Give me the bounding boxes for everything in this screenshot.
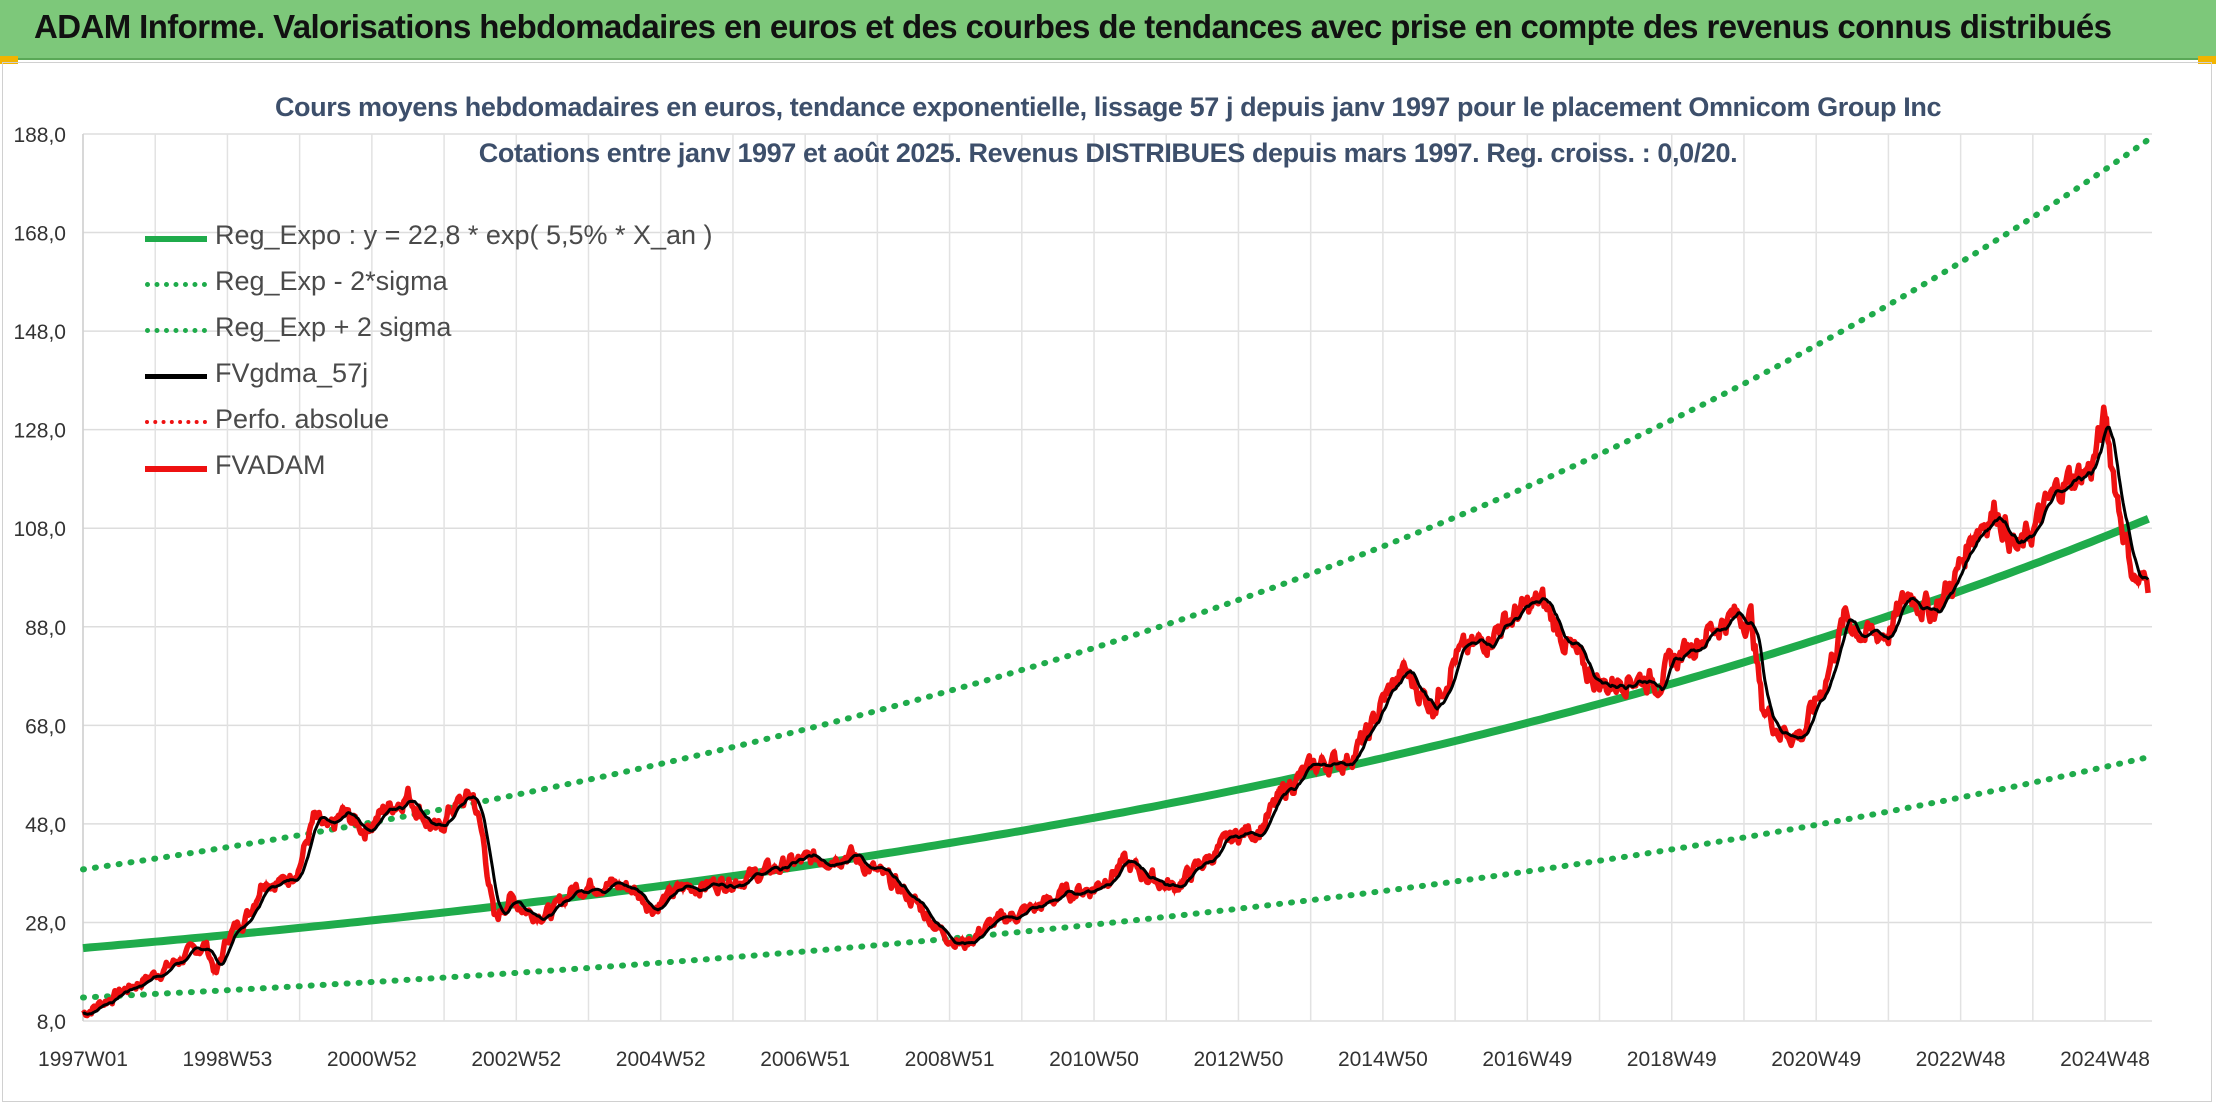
x-tick-label: 2006W51 — [760, 1048, 850, 1071]
x-tick-label: 2020W49 — [1771, 1048, 1861, 1071]
corner-mark-right — [2198, 56, 2216, 64]
series-reg-upper — [80, 136, 2152, 873]
legend-label-perfo: Perfo. absolue — [215, 404, 390, 434]
legend-label-reg-upper: Reg_Exp + 2 sigma — [215, 312, 452, 342]
series-reg-expo — [82, 515, 2150, 953]
x-tick-label: 2022W48 — [1916, 1048, 2006, 1071]
corner-mark-left — [0, 56, 18, 64]
y-tick-label: 168,0 — [13, 223, 66, 246]
x-tick-label: 2012W50 — [1194, 1048, 1284, 1071]
y-tick-label: 68,0 — [25, 715, 66, 738]
y-axis-tick-labels: 8,0 28,0 48,0 68,0 88,0 108,0 128,0 148,0 168,0 1… — [13, 124, 66, 1034]
x-tick-label: 2002W52 — [471, 1048, 561, 1071]
y-tick-label: 28,0 — [25, 912, 66, 935]
report-title: ADAM Informe. Valorisations hebdomadaire… — [34, 8, 2112, 45]
legend-swatch-perfo — [145, 420, 207, 424]
series-perfo-absolue — [81, 406, 2150, 1018]
chart-series — [80, 136, 2152, 1019]
y-tick-label: 88,0 — [25, 617, 66, 640]
x-tick-label: 2008W51 — [905, 1048, 995, 1071]
x-axis-tick-labels: 1997W01 1998W53 2000W52 2002W52 2004W52 2006W… — [38, 1048, 2150, 1071]
series-fvgdma-57j — [82, 425, 2150, 1016]
chart-title-line-1: Cours moyens hebdomadaires en euros, ten… — [274, 92, 1942, 122]
report-banner: ADAM Informe. Valorisations hebdomadaire… — [0, 0, 2216, 60]
y-tick-label: 188,0 — [13, 124, 66, 147]
x-tick-label: 2016W49 — [1482, 1048, 1572, 1071]
legend-swatch-fvadam — [145, 466, 207, 472]
legend-label-fvgdma: FVgdma_57j — [215, 358, 369, 388]
y-tick-label: 128,0 — [13, 420, 66, 443]
legend-swatch-reg-upper — [145, 328, 207, 333]
y-tick-label: 108,0 — [13, 518, 66, 541]
y-tick-label: 148,0 — [13, 321, 66, 344]
x-tick-label: 1997W01 — [38, 1048, 128, 1071]
legend-swatch-reg-lower — [145, 282, 207, 287]
x-tick-label: 2014W50 — [1338, 1048, 1428, 1071]
legend-label-reg-expo: Reg_Expo : y = 22,8 * exp( 5,5% * X_an ) — [215, 220, 713, 250]
chart-frame — [2, 62, 2212, 1102]
legend-label-reg-lower: Reg_Exp - 2*sigma — [215, 266, 448, 296]
y-tick-label: 8,0 — [37, 1011, 66, 1034]
chart-grid — [82, 133, 2152, 1022]
chart-title-line-2: Cotations entre janv 1997 et août 2025. … — [478, 138, 1738, 168]
legend-label-fvadam: FVADAM — [215, 450, 326, 480]
legend-swatch-reg-expo — [145, 236, 207, 242]
y-tick-label: 48,0 — [25, 814, 66, 837]
x-tick-label: 2018W49 — [1627, 1048, 1717, 1071]
x-tick-label: 2010W50 — [1049, 1048, 1139, 1071]
x-tick-label: 2004W52 — [616, 1048, 706, 1071]
x-tick-label: 2024W48 — [2060, 1048, 2150, 1071]
series-fvadam — [81, 404, 2151, 1019]
x-tick-label: 2000W52 — [327, 1048, 417, 1071]
series-reg-lower — [80, 754, 2152, 1001]
legend-swatch-fvgdma — [145, 374, 207, 379]
x-tick-label: 1998W53 — [182, 1048, 272, 1071]
